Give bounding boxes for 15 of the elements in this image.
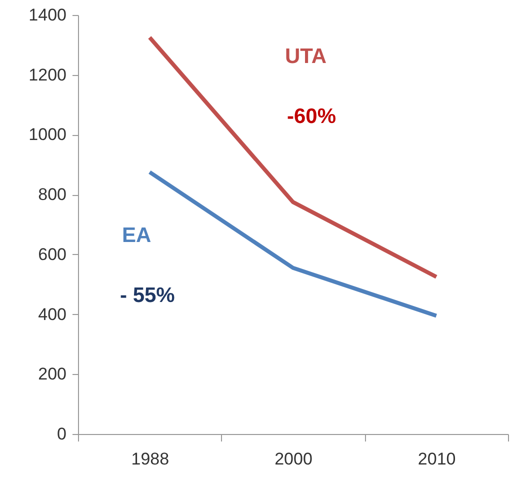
y-tick-label: 400 (38, 304, 66, 324)
x-tick-label: 2000 (274, 450, 312, 468)
text: EA (122, 224, 152, 247)
x-tick-label: 2010 (418, 450, 456, 468)
text: UTA (285, 45, 327, 68)
y-tick-label: 800 (38, 185, 66, 204)
annotation: - 55% (120, 284, 176, 307)
y-tick-label: 1400 (28, 6, 66, 24)
y-tick-label: 600 (38, 244, 66, 264)
y-tick-label: 1200 (28, 65, 66, 84)
annotation: -60% (287, 105, 336, 128)
y-tick-label: 200 (38, 364, 66, 384)
x-tick-label: 1988 (131, 450, 170, 468)
y-tick-label: 0 (57, 424, 66, 444)
y-tick-label: 1000 (28, 125, 66, 144)
